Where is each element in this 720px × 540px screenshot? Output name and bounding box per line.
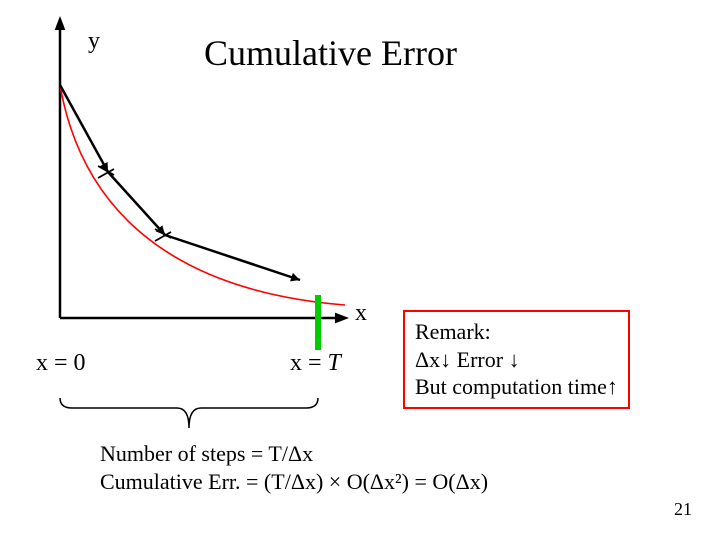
remark-line-2: Δx↓ Error ↓ bbox=[415, 346, 618, 374]
formula-line-1: Number of steps = T/Δx bbox=[100, 440, 488, 468]
formula-line-2: Cumulative Err. = (T/Δx) × O(Δx²) = O(Δx… bbox=[100, 468, 488, 496]
t-label: x = T bbox=[290, 350, 341, 377]
remark-box: Remark: Δx↓ Error ↓ But computation time… bbox=[403, 310, 630, 409]
slide-title: Cumulative Error bbox=[204, 32, 457, 74]
page-number: 21 bbox=[674, 499, 692, 520]
formula-block: Number of steps = T/Δx Cumulative Err. =… bbox=[100, 440, 488, 495]
remark-line-3: But computation time↑ bbox=[415, 373, 618, 401]
y-axis-label: y bbox=[88, 28, 100, 55]
x-axis-label: x bbox=[355, 300, 367, 327]
origin-label: x = 0 bbox=[36, 350, 86, 377]
remark-line-1: Remark: bbox=[415, 318, 618, 346]
